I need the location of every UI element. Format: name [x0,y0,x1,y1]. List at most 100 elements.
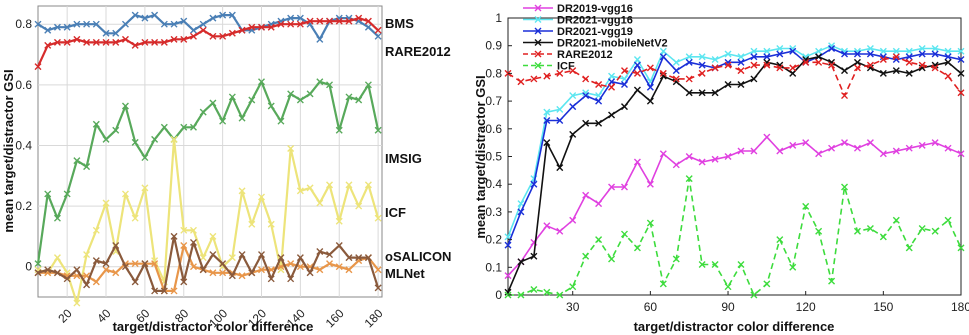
data-point-marker [296,14,304,22]
data-point-marker [828,58,836,66]
series-icf [504,175,965,299]
data-point-marker [335,17,343,25]
data-point-marker [248,96,256,104]
y-tick-label: 0 [25,260,32,274]
data-point-marker [180,35,188,43]
x-tick-label: 180 [951,300,969,314]
y-tick-label: 0.1 [485,260,502,274]
y-tick-label: 0.9 [485,39,502,53]
data-point-marker [121,263,129,271]
data-point-marker [296,187,304,195]
data-point-marker [802,139,810,147]
data-point-marker [698,261,706,269]
data-point-marker [841,67,849,75]
data-point-marker [102,29,110,37]
data-point-marker [763,61,771,69]
data-point-marker [102,266,110,274]
legend-item: RARE2012 [523,49,613,61]
data-point-marker [277,20,285,28]
data-point-marker [209,269,217,277]
data-point-marker [219,11,227,19]
data-point-marker [763,133,771,141]
right-x-axis-label: target/distractor color difference [634,319,835,334]
data-point-marker [595,200,603,208]
data-point-marker [556,291,564,299]
data-point-marker [258,266,265,274]
data-point-marker [530,285,538,293]
data-point-marker [608,255,616,263]
data-point-marker [296,96,304,104]
data-point-marker [44,41,52,49]
series-dr2019-vgg16 [504,133,965,280]
data-point-marker [374,32,382,40]
data-point-marker [776,147,784,155]
data-point-marker [364,23,372,31]
data-point-marker [608,111,616,119]
data-point-marker [828,144,836,152]
data-point-marker [316,78,324,86]
data-point-marker [34,269,42,277]
data-point-marker [53,214,61,222]
data-point-marker [841,92,849,100]
data-point-marker [112,241,120,249]
data-point-marker [180,278,188,286]
data-point-marker [209,251,217,259]
data-point-marker [957,69,965,77]
data-point-marker [776,50,784,58]
data-point-marker [219,32,227,40]
data-point-marker [685,75,693,83]
data-point-marker [892,47,900,55]
data-point-marker [170,35,178,43]
data-point-marker [189,26,197,34]
series-line [36,80,380,264]
series-rare2012 [504,53,965,100]
data-point-marker [141,14,149,22]
data-point-marker [364,254,372,262]
data-point-marker [374,126,382,134]
data-point-marker [374,214,382,222]
data-point-marker [306,184,314,192]
data-point-marker [737,67,745,75]
data-point-marker [853,227,861,235]
data-point-marker [326,251,334,259]
legend-swatch-marker [534,27,542,35]
data-point-marker [277,263,285,271]
data-point-marker [633,69,641,77]
data-point-marker [530,180,538,188]
y-tick-label: 1 [495,11,502,25]
data-point-marker [776,64,784,72]
series-label-icf: ICF [385,205,406,220]
chart-right: 30 60 90 120 150 180 0 0.1 0.2 0.3 0.4 0.5 0.6 0.7 0.… [473,3,969,334]
data-point-marker [543,116,551,124]
data-point-marker [517,200,525,208]
data-point-marker [569,67,577,75]
data-point-marker [620,183,628,191]
y-tick-label: 0 [495,288,502,302]
data-point-marker [828,44,836,52]
data-point-marker [866,139,874,147]
data-point-marker [102,260,110,268]
data-point-marker [170,135,178,143]
data-point-marker [750,75,758,83]
data-point-marker [595,236,603,244]
data-point-marker [582,89,590,97]
data-point-marker [92,20,100,28]
x-tick-label: 30 [566,300,580,314]
data-point-marker [199,266,207,274]
data-point-marker [151,38,159,46]
data-point-marker [92,38,100,46]
data-point-marker [569,283,577,291]
data-point-marker [556,227,564,235]
data-point-marker [672,78,680,86]
data-point-marker [931,64,939,72]
series-dr2021-mobilenetv2 [504,53,965,296]
data-point-marker [543,72,551,80]
data-point-marker [102,135,110,143]
legend-label: DR2021-vgg16 [557,15,633,27]
data-point-marker [170,287,178,295]
data-point-marker [189,123,197,131]
data-point-marker [92,120,100,128]
data-point-marker [633,61,641,69]
data-point-marker [608,183,616,191]
data-point-marker [364,17,372,25]
